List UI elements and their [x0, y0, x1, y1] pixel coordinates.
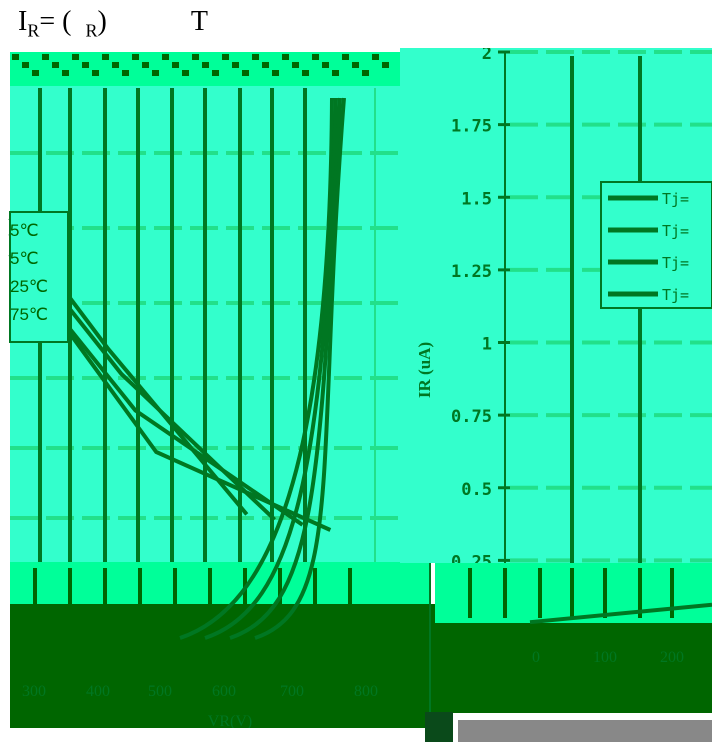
left-x-tick-label: 600: [212, 683, 236, 700]
left-top-noise: [262, 62, 269, 68]
right-legend: Tj= Tj= Tj= Tj=: [600, 181, 712, 309]
left-top-noise: [52, 62, 59, 68]
left-top-noise: [232, 62, 239, 68]
right-y-tick-label: 1.75: [451, 117, 492, 137]
right-y-tick-label: 2: [482, 48, 492, 64]
page-heading: IR= (R) T: [18, 6, 208, 41]
left-rise-curve: [229, 97, 342, 640]
left-top-noise: [292, 62, 299, 68]
left-x-axis-label: VR(V): [208, 713, 252, 730]
left-rise-curve: [204, 97, 338, 640]
left-top-strip: [10, 52, 400, 86]
left-x-tick-label: 800: [354, 683, 378, 700]
right-legend-label: Tj=: [662, 286, 689, 304]
left-legend-label: 5℃: [10, 249, 39, 268]
left-top-noise: [212, 70, 219, 76]
left-legend-label: 5℃: [10, 221, 39, 240]
left-top-noise: [362, 70, 369, 76]
left-x-tick-label: 700: [280, 683, 304, 700]
right-y-tick-label: 0.5: [461, 480, 492, 500]
left-top-noise: [32, 70, 39, 76]
right-y-tick-label: 1.5: [461, 189, 492, 209]
right-x-tick-label: 200: [660, 649, 684, 666]
right-legend-box: [600, 181, 712, 309]
right-gray-bar: [458, 720, 712, 742]
right-series-line: [529, 602, 712, 625]
left-top-noise: [142, 62, 149, 68]
left-top-noise: [322, 62, 329, 68]
left-top-noise: [202, 62, 209, 68]
left-top-noise: [192, 54, 199, 60]
left-top-noise: [282, 54, 289, 60]
left-top-noise: [182, 70, 189, 76]
right-x-tick-label: 100: [593, 649, 617, 666]
right-legend-label: Tj=: [662, 254, 689, 272]
left-top-noise: [112, 62, 119, 68]
left-top-noise: [102, 54, 109, 60]
left-top-noise: [302, 70, 309, 76]
left-legend-label: 75℃: [10, 305, 48, 324]
right-x-tick-label: 0: [532, 649, 540, 666]
left-top-noise: [252, 54, 259, 60]
left-rise-curve: [254, 97, 346, 640]
left-bottom-dark: [10, 604, 435, 728]
left-top-noise: [342, 54, 349, 60]
left-rise-curve: [179, 97, 334, 640]
left-x-tick-label: 400: [86, 683, 110, 700]
left-top-noise: [242, 70, 249, 76]
left-x-tick-label: 500: [148, 683, 172, 700]
left-top-noise: [152, 70, 159, 76]
left-top-noise: [222, 54, 229, 60]
left-top-noise: [332, 70, 339, 76]
left-top-noise: [92, 70, 99, 76]
left-top-noise: [42, 54, 49, 60]
left-top-noise: [22, 62, 29, 68]
left-top-noise: [312, 54, 319, 60]
left-legend-box: [9, 211, 69, 343]
left-legend-label: 25℃: [10, 277, 48, 296]
left-series-line: [25, 274, 332, 532]
right-corner-block: [425, 712, 453, 742]
right-y-tick-label: 1: [482, 335, 492, 355]
right-bottom-dark: [435, 623, 712, 713]
left-chart-panel: 5℃ 5℃ 25℃ 75℃ 300 400 500 600 700 800 VR(V): [8, 52, 435, 742]
left-top-noise: [352, 62, 359, 68]
right-y-tick-label: 1.25: [451, 262, 492, 282]
left-top-noise: [382, 62, 389, 68]
right-legend-label: Tj=: [662, 222, 689, 240]
left-top-noise: [82, 62, 89, 68]
left-bottom-white: [10, 728, 435, 742]
right-legend-label: Tj=: [662, 190, 689, 208]
left-top-noise: [62, 70, 69, 76]
left-legend: 5℃ 5℃ 25℃ 75℃: [9, 211, 69, 343]
left-top-noise: [162, 54, 169, 60]
left-top-noise: [122, 70, 129, 76]
right-y-axis-label: IR (uA): [415, 342, 434, 398]
left-top-noise: [12, 54, 19, 60]
left-top-noise: [272, 70, 279, 76]
left-top-noise: [372, 54, 379, 60]
right-y-tick-label: 0.75: [451, 407, 492, 427]
left-top-noise: [72, 54, 79, 60]
left-top-noise: [132, 54, 139, 60]
left-top-noise: [172, 62, 179, 68]
left-bottom-band: [10, 562, 430, 604]
left-x-tick-label: 300: [22, 683, 46, 700]
